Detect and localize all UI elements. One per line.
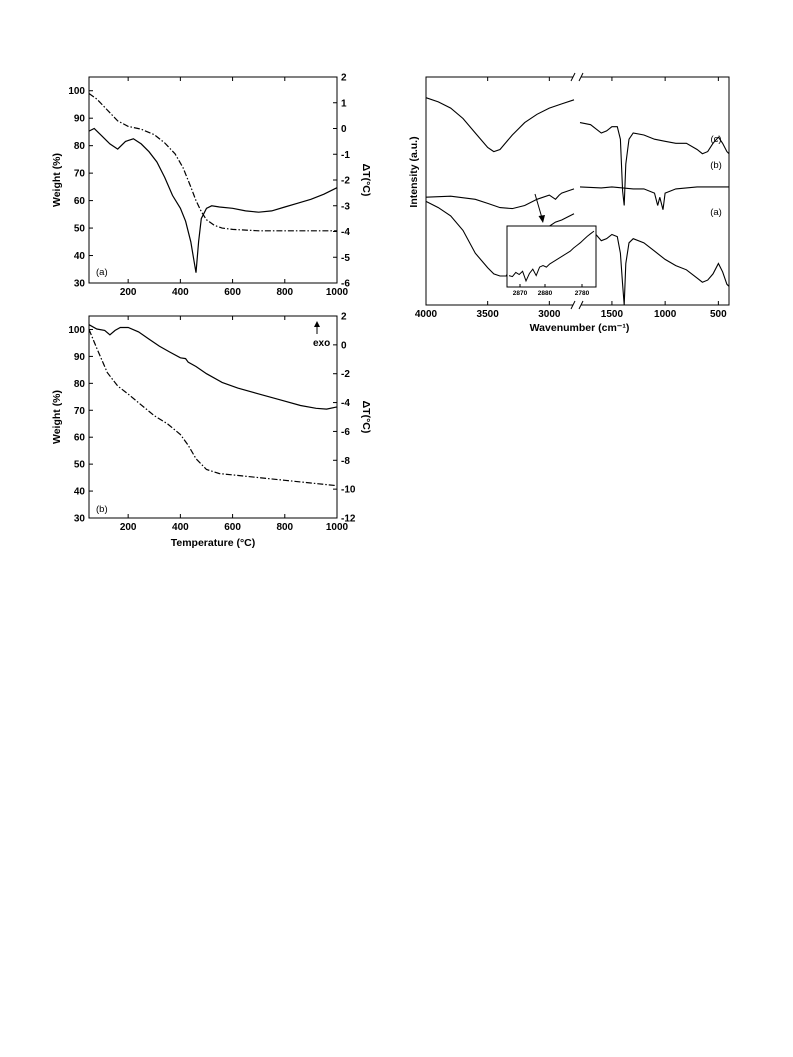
y-tick-label-right: -1 xyxy=(341,150,350,161)
ftir-x-tick-label: 1500 xyxy=(601,309,624,320)
ftir-series-label: (b) xyxy=(710,160,722,171)
plot-frame xyxy=(88,315,338,519)
y-tick-label-left: 80 xyxy=(74,379,86,390)
ftir-series-line xyxy=(425,188,575,210)
y-tick-label-left: 40 xyxy=(74,251,86,262)
ftir-x-tick-label: 3500 xyxy=(477,309,500,320)
ftir-x-tick-label: 500 xyxy=(710,309,727,320)
y-tick-label-left: 50 xyxy=(74,224,86,235)
y-tick-label-right: -8 xyxy=(341,456,350,467)
inset-tick-label: 2780 xyxy=(575,290,590,297)
x-tick-label: 400 xyxy=(172,287,189,298)
ftir-series-line xyxy=(579,122,730,206)
x-tick-label: 200 xyxy=(120,287,137,298)
x-axis-label: Temperature (°C) xyxy=(171,537,256,549)
y-tick-label-right: -3 xyxy=(341,201,350,212)
axis-break-gap xyxy=(573,301,581,309)
y-tick-label-left: 90 xyxy=(74,114,86,125)
x-tick-label: 200 xyxy=(120,522,137,533)
axis-break-mark xyxy=(570,72,576,82)
axis-break-gap xyxy=(573,73,581,81)
ftir-x-tick-label: 3000 xyxy=(538,309,561,320)
inset-frame xyxy=(506,225,597,288)
y-tick-label-right: -5 xyxy=(341,253,350,264)
y-tick-label-left: 100 xyxy=(68,325,85,336)
y-tick-label-left: 70 xyxy=(74,169,86,180)
x-tick-label: 600 xyxy=(224,522,241,533)
ftir-y-axis-label: Intensity (a.u.) xyxy=(408,136,420,207)
series-line-dta xyxy=(88,127,338,273)
ftir-series-label: (a) xyxy=(710,207,722,218)
y-tick-label-right: -10 xyxy=(341,485,356,496)
axis-break-mark xyxy=(578,300,584,310)
y-tick-label-right: -2 xyxy=(341,176,350,187)
y-tick-label-right: -6 xyxy=(341,427,350,438)
inset-pointer-arrow xyxy=(534,193,543,219)
y-tick-label-right: 0 xyxy=(341,340,347,351)
y-axis-label-left: Weight (%) xyxy=(51,153,63,207)
y-tick-label-left: 70 xyxy=(74,406,86,417)
ftir-x-tick-label: 4000 xyxy=(415,309,438,320)
y-tick-label-left: 40 xyxy=(74,487,86,498)
inset-pointer-arrowhead xyxy=(538,215,545,223)
panel-label: (a) xyxy=(96,267,108,278)
y-tick-label-left: 60 xyxy=(74,433,86,444)
series-line-dta xyxy=(88,324,338,410)
y-axis-label-right: ΔT(°C) xyxy=(360,401,372,434)
y-tick-label-right: -12 xyxy=(341,514,356,525)
x-tick-label: 400 xyxy=(172,522,189,533)
exo-arrow-head xyxy=(314,321,320,327)
y-tick-label-right: 0 xyxy=(341,124,347,135)
plot-frame xyxy=(88,76,338,284)
y-tick-label-left: 90 xyxy=(74,352,86,363)
axis-break-mark xyxy=(578,72,584,82)
y-tick-label-left: 60 xyxy=(74,196,86,207)
y-tick-label-right: 1 xyxy=(341,98,347,109)
y-tick-label-left: 30 xyxy=(74,279,86,290)
x-tick-label: 1000 xyxy=(326,287,349,298)
inset-series-line xyxy=(508,230,595,283)
inset-tick-label: 2880 xyxy=(538,290,553,297)
y-tick-label-right: 2 xyxy=(341,73,347,84)
ftir-x-tick-label: 1000 xyxy=(654,309,677,320)
y-tick-label-right: 2 xyxy=(341,312,347,323)
y-tick-label-left: 100 xyxy=(68,86,85,97)
y-tick-label-right: -4 xyxy=(341,398,350,409)
inset-tick-label: 2870 xyxy=(513,290,528,297)
y-tick-label-left: 80 xyxy=(74,141,86,152)
x-tick-label: 800 xyxy=(276,287,293,298)
y-tick-label-left: 30 xyxy=(74,514,86,525)
ftir-series-line xyxy=(580,227,730,306)
x-tick-label: 800 xyxy=(276,522,293,533)
x-tick-label: 600 xyxy=(224,287,241,298)
series-line-weight xyxy=(88,93,337,232)
y-axis-label-left: Weight (%) xyxy=(51,390,63,444)
ftir-series-line xyxy=(425,97,575,153)
panel-label: (b) xyxy=(96,504,108,515)
x-tick-label: 1000 xyxy=(326,522,349,533)
ftir-x-axis-label: Wavenumber (cm⁻¹) xyxy=(530,322,630,334)
y-axis-label-right: ΔT(°C) xyxy=(360,164,372,197)
y-tick-label-left: 50 xyxy=(74,460,86,471)
ftir-series-label: (c) xyxy=(710,134,721,145)
ftir-series-line xyxy=(579,186,729,210)
annotation-exo: exo xyxy=(313,338,330,349)
y-tick-label-right: -4 xyxy=(341,227,350,238)
y-tick-label-right: -6 xyxy=(341,279,350,290)
series-line-weight xyxy=(88,329,338,487)
y-tick-label-right: -2 xyxy=(341,369,350,380)
axis-break-mark xyxy=(570,300,576,310)
